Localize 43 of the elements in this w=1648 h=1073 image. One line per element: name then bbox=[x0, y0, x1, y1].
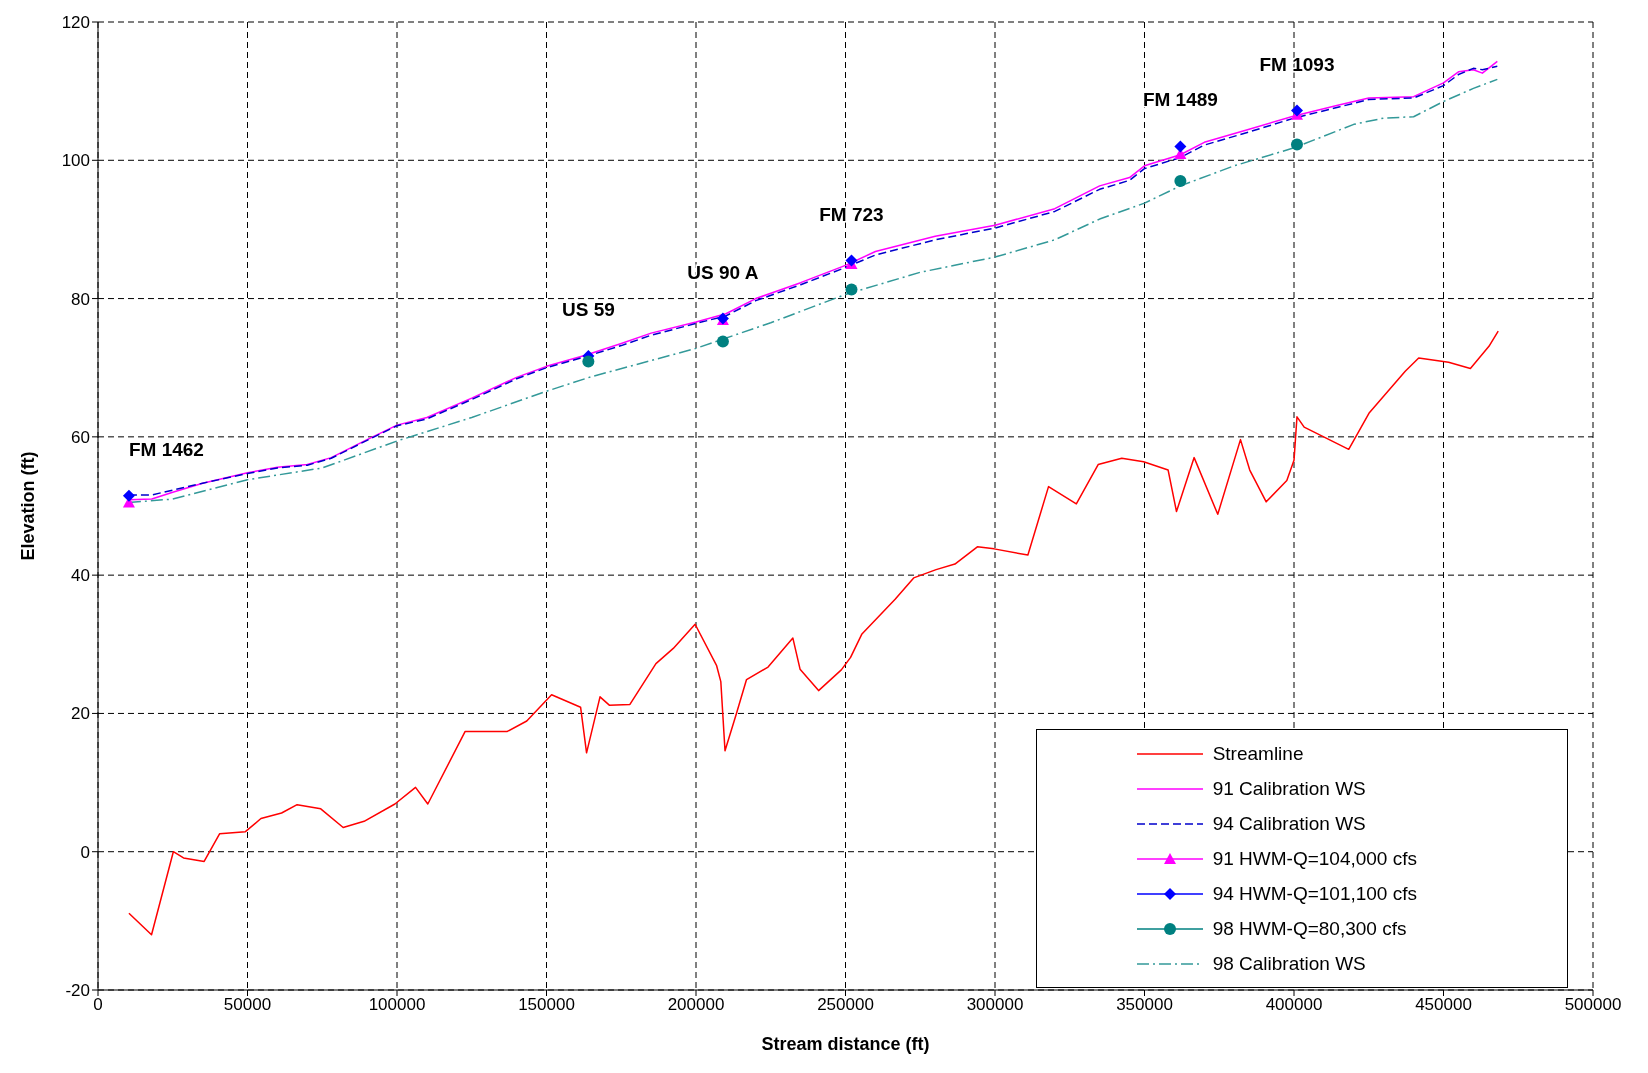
point bbox=[716, 335, 729, 348]
x-tick-label: 50000 bbox=[223, 995, 272, 1015]
point bbox=[1290, 138, 1303, 151]
annotation: US 90 A bbox=[687, 261, 759, 283]
x-tick-label: 150000 bbox=[518, 995, 575, 1015]
point bbox=[1174, 140, 1187, 153]
legend-label: 94 HWM-Q=101,100 cfs bbox=[1212, 882, 1417, 905]
y-tick-label: 80 bbox=[71, 289, 90, 309]
y-tick-label: 100 bbox=[61, 151, 90, 171]
annotation: US 59 bbox=[561, 298, 615, 320]
legend-label: 98 HWM-Q=80,300 cfs bbox=[1212, 917, 1407, 940]
y-tick-label: 20 bbox=[71, 704, 90, 724]
legend-label: Streamline bbox=[1212, 742, 1304, 765]
y-tick-label: 120 bbox=[61, 13, 90, 33]
x-tick-label: 300000 bbox=[966, 995, 1024, 1015]
x-axis-title: Stream distance (ft) bbox=[761, 1034, 930, 1054]
y-tick-label: -20 bbox=[65, 981, 90, 1001]
annotation: FM 723 bbox=[819, 203, 884, 225]
x-tick-label: 250000 bbox=[817, 995, 874, 1015]
point bbox=[122, 489, 135, 502]
x-tick-label: 450000 bbox=[1415, 995, 1472, 1015]
x-tick-label: 100000 bbox=[368, 995, 426, 1015]
legend-label: 91 HWM-Q=104,000 cfs bbox=[1212, 847, 1417, 870]
y-tick-label: 40 bbox=[71, 566, 90, 586]
y-tick-label: 0 bbox=[80, 842, 90, 862]
legend-label: 98 Calibration WS bbox=[1212, 952, 1366, 975]
annotation: FM 1093 bbox=[1259, 53, 1335, 75]
legend-label: 94 Calibration WS bbox=[1212, 812, 1366, 835]
point bbox=[1290, 104, 1303, 117]
y-tick-label: 60 bbox=[71, 427, 90, 447]
y-axis-title: Elevation (ft) bbox=[18, 451, 39, 561]
point bbox=[845, 283, 858, 296]
x-tick-label: 200000 bbox=[667, 995, 725, 1015]
annotation: FM 1489 bbox=[1142, 89, 1218, 111]
x-tick-label: 500000 bbox=[1564, 995, 1622, 1015]
annotation: FM 1462 bbox=[128, 438, 204, 460]
point bbox=[1174, 175, 1187, 188]
x-tick-label: 350000 bbox=[1116, 995, 1173, 1015]
point bbox=[845, 254, 858, 267]
legend-label: 91 Calibration WS bbox=[1212, 777, 1366, 800]
point bbox=[582, 355, 595, 368]
x-tick-label: 0 bbox=[93, 995, 103, 1015]
x-tick-label: 400000 bbox=[1265, 995, 1323, 1015]
